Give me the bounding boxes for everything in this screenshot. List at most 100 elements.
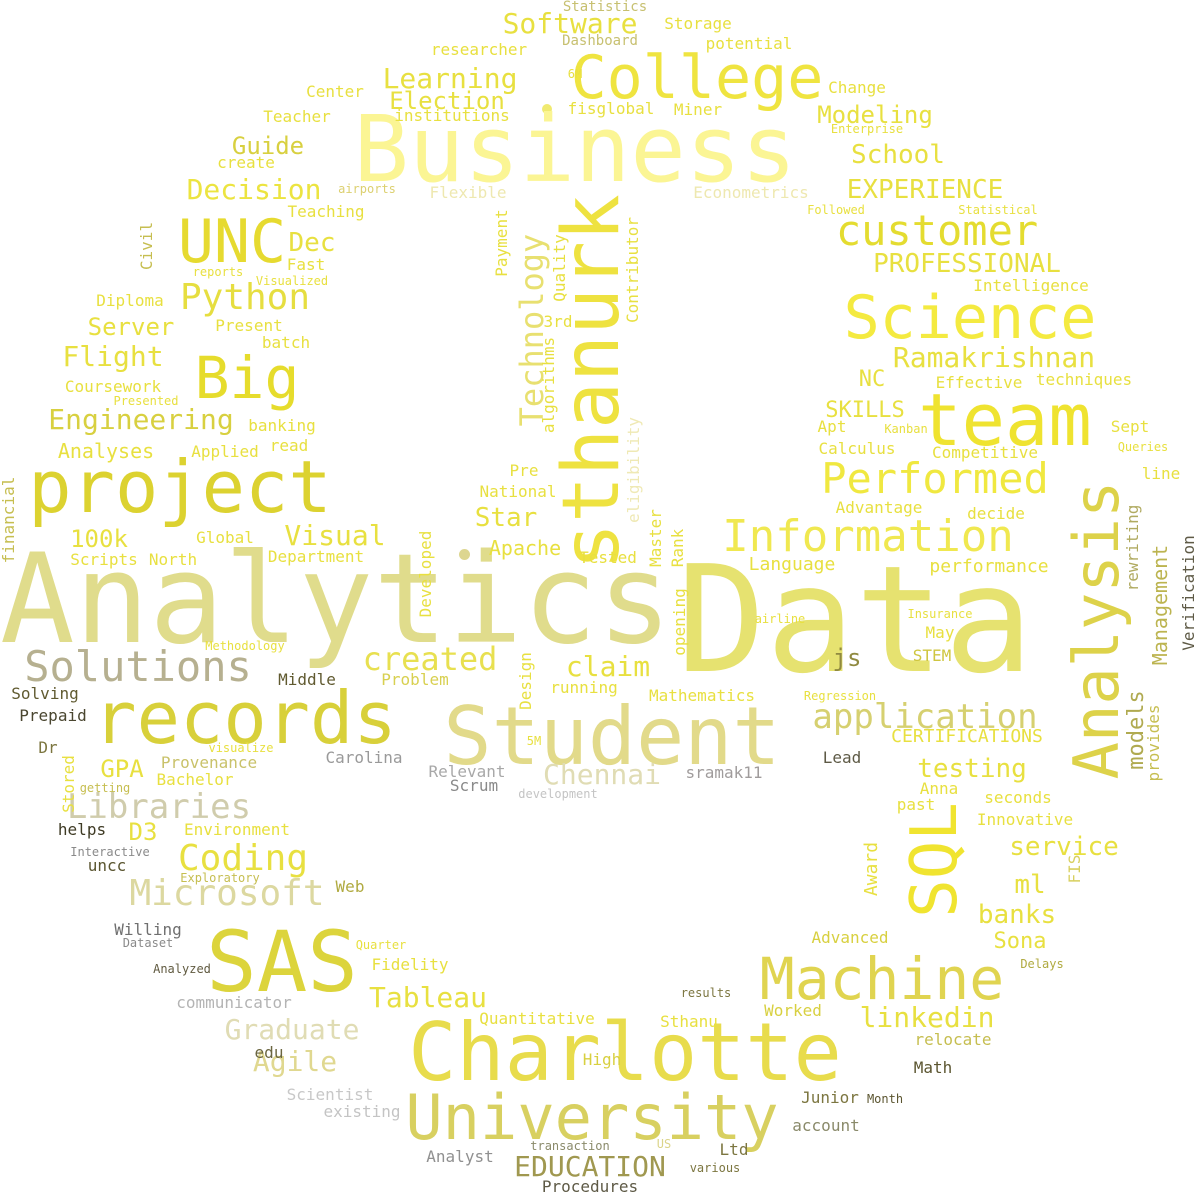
word-prepaid: Prepaid — [19, 706, 87, 725]
word-advanced: Advanced — [811, 928, 889, 947]
word-information: Information — [722, 511, 1014, 562]
word-miner: Miner — [673, 100, 723, 119]
word-dr: Dr — [38, 738, 58, 757]
word-innovative: Innovative — [976, 810, 1074, 829]
word-enterprise: Enterprise — [830, 122, 904, 136]
word-analyses: Analyses — [57, 439, 155, 463]
word-airports: airports — [338, 182, 396, 196]
word-analyzed: Analyzed — [153, 962, 211, 976]
word-big: Big — [194, 344, 300, 412]
word-payment: Payment — [492, 209, 511, 277]
word-management: Management — [1148, 544, 1172, 666]
word-ltd: Ltd — [719, 1140, 749, 1159]
word-banking: banking — [248, 416, 316, 435]
word-insurance: Insurance — [907, 607, 973, 621]
word-junior: Junior — [801, 1088, 859, 1107]
word-web: Web — [335, 877, 365, 896]
word-existing: existing — [323, 1102, 401, 1121]
word-language: Language — [748, 554, 836, 575]
word-engineering: Engineering — [48, 403, 234, 436]
word-charlotte: Charlotte — [408, 1006, 842, 1099]
word-eligibility: eligibility — [624, 417, 643, 523]
word-national: National — [479, 482, 557, 501]
word-provides: provides — [1144, 704, 1163, 782]
word-university: University — [405, 1081, 779, 1154]
decorative-dot — [542, 104, 552, 114]
word-scripts: Scripts — [70, 550, 138, 569]
word-claim: claim — [565, 650, 651, 683]
word-sona: Sona — [993, 929, 1047, 954]
word-pre: Pre — [509, 461, 539, 480]
word-visualized: Visualized — [255, 274, 329, 288]
word-diploma: Diploma — [96, 291, 164, 310]
word-verification: Verification — [1179, 535, 1198, 651]
word-airline: airline — [754, 612, 806, 626]
word-machine: Machine — [759, 945, 1005, 1013]
word-flexible: Flexible — [429, 183, 507, 202]
word-certifications: CERTIFICATIONS — [891, 726, 1043, 747]
word-middle: Middle — [278, 670, 336, 689]
word-data: Data — [676, 534, 1034, 706]
word-regression: Regression — [803, 689, 877, 703]
word-sas: SAS — [206, 913, 358, 1011]
word-uncc: uncc — [87, 856, 127, 875]
word-team: team — [918, 378, 1092, 462]
word-software: Software — [502, 7, 638, 40]
word-unc: UNC — [177, 207, 287, 277]
word-global: Global — [196, 528, 254, 547]
word-developed: Developed — [416, 530, 435, 618]
word-change: Change — [828, 78, 886, 97]
word-algorithms: algorithms — [539, 336, 558, 434]
word-analyst: Analyst — [426, 1147, 494, 1166]
word-intelligence: Intelligence — [973, 276, 1089, 295]
word-server: Server — [87, 313, 175, 341]
word-may: May — [925, 623, 955, 642]
word-6m: 6M — [567, 67, 583, 81]
word-decision: Decision — [186, 173, 322, 206]
word-sept: Sept — [1110, 417, 1150, 436]
word-sramak11: sramak11 — [685, 763, 763, 782]
word-5m: 5M — [526, 734, 542, 748]
word-school: School — [851, 140, 945, 170]
word-chennai: Chennai — [542, 758, 662, 791]
word-communicator: communicator — [176, 993, 292, 1012]
word-performance: performance — [929, 556, 1049, 577]
word-quantitative: Quantitative — [479, 1009, 595, 1028]
word-anna: Anna — [919, 779, 959, 798]
word-various: various — [689, 1161, 741, 1175]
word-provenance: Provenance — [160, 753, 258, 772]
word-python: Python — [179, 277, 311, 318]
word-environment: Environment — [184, 820, 290, 839]
word-dashboard: Dashboard — [562, 33, 638, 49]
word-sthanu: Sthanu — [660, 1012, 718, 1031]
word-delays: Delays — [1020, 957, 1064, 971]
word-skills: SKILLS — [825, 398, 905, 423]
word-month: Month — [866, 1092, 904, 1106]
word-dataset: Dataset — [122, 936, 174, 950]
word-carolina: Carolina — [325, 748, 403, 767]
word-exploratory: Exploratory — [180, 871, 260, 885]
word-100k: 100k — [70, 525, 128, 553]
word-service: service — [1009, 832, 1119, 862]
word-high: High — [582, 1050, 622, 1069]
word-student: Student — [443, 690, 781, 783]
word-potential: potential — [705, 34, 793, 53]
word-getting: getting — [79, 781, 131, 795]
word-storage: Storage — [664, 14, 732, 33]
word-running: running — [550, 678, 618, 697]
word-solutions: Solutions — [24, 642, 252, 691]
word-rank: Rank — [668, 528, 687, 568]
word-project: project — [28, 445, 332, 529]
word-department: Department — [267, 547, 365, 566]
word-civil: Civil — [137, 221, 156, 271]
word-scrum: Scrum — [449, 776, 499, 795]
word-created: created — [362, 640, 498, 678]
word-edu: edu — [254, 1043, 284, 1062]
word-interactive: Interactive — [70, 845, 150, 859]
word-education: EDUCATION — [514, 1150, 666, 1183]
word-researcher: researcher — [430, 40, 528, 59]
word-design: Design — [516, 652, 535, 710]
word-seconds: seconds — [984, 788, 1052, 807]
word-solving: Solving — [11, 684, 79, 703]
